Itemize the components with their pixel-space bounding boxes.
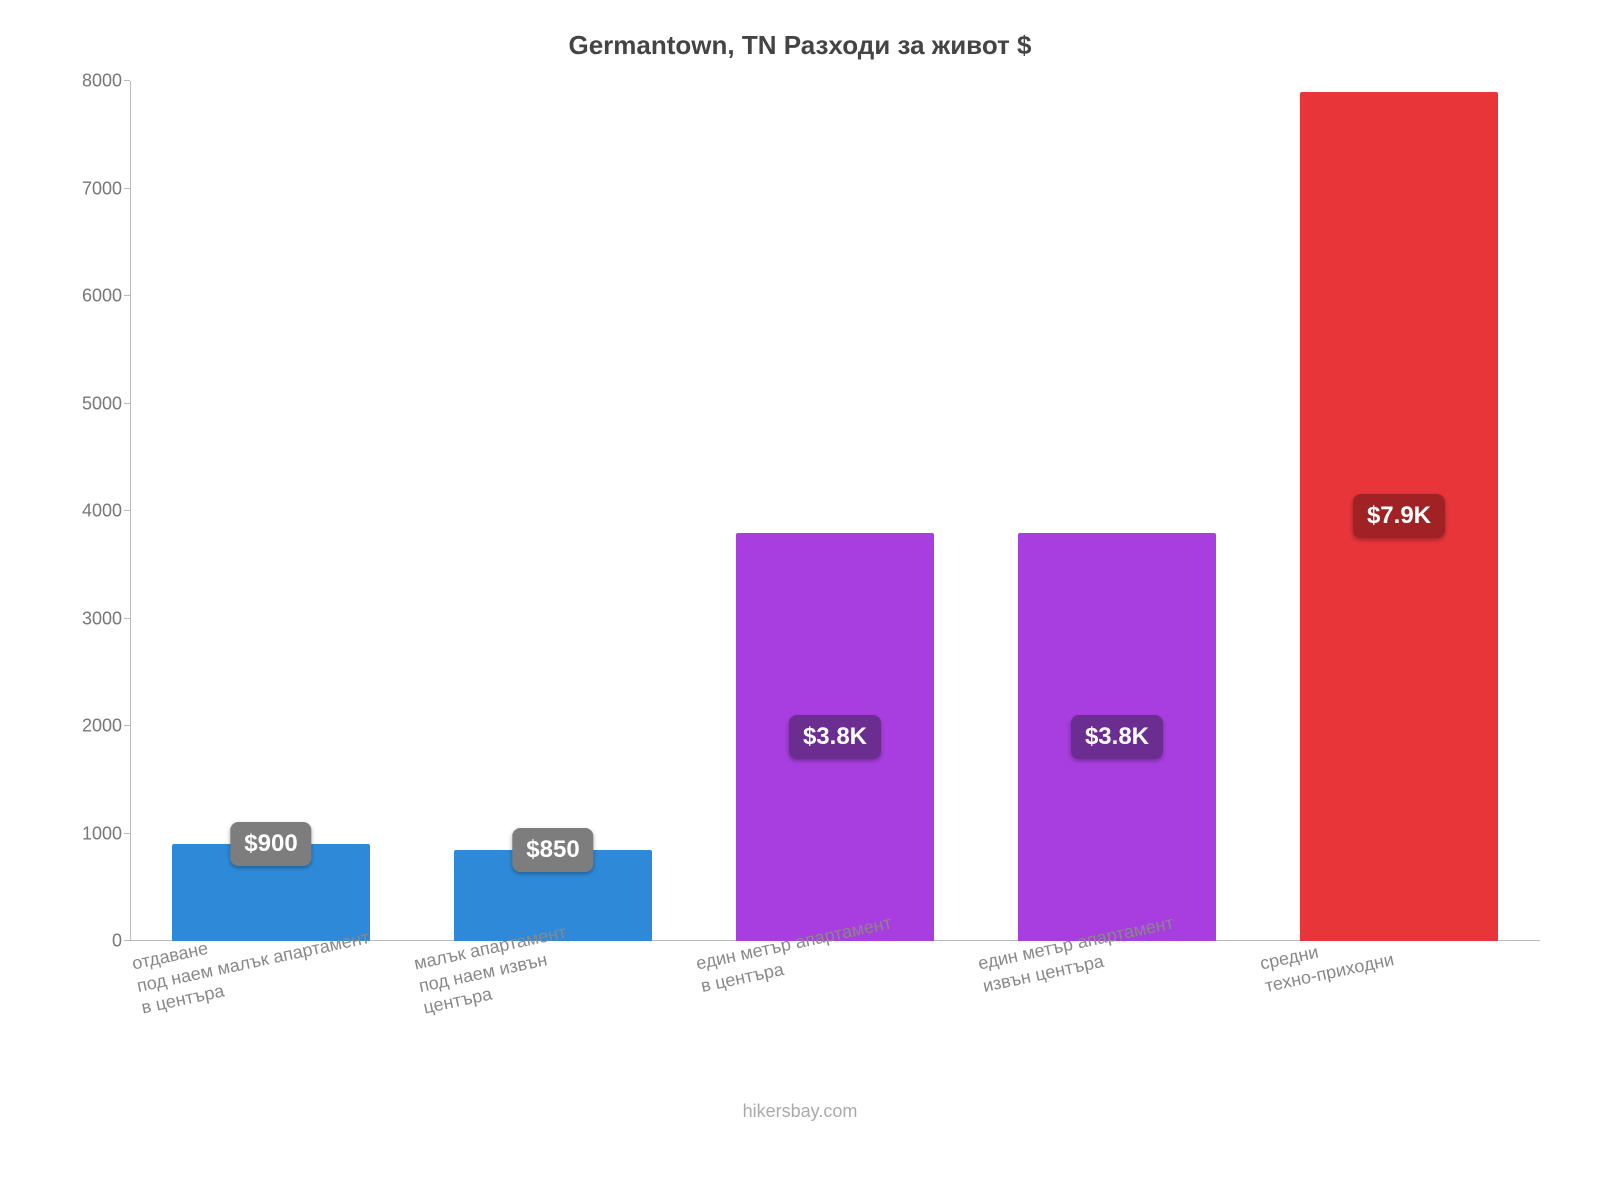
y-tick-mark (124, 940, 130, 941)
x-label-slot: отдаване под наем малък апартамент в цен… (130, 947, 412, 1097)
y-tick-mark (124, 725, 130, 726)
y-tick-label: 0 (62, 931, 122, 952)
bar: $7.9K (1300, 92, 1497, 941)
bar-value-label: $3.8K (1071, 715, 1163, 759)
y-tick-mark (124, 833, 130, 834)
bar-value-label: $7.9K (1353, 494, 1445, 538)
x-axis-labels: отдаване под наем малък апартамент в цен… (130, 947, 1540, 1097)
x-label-slot: малък апартамент под наем извън центъра (412, 947, 694, 1097)
plot-area: 010002000300040005000600070008000 $900$8… (60, 81, 1540, 941)
y-tick-mark (124, 403, 130, 404)
y-tick-mark (124, 188, 130, 189)
bar-value-label: $3.8K (789, 715, 881, 759)
y-axis: 010002000300040005000600070008000 (60, 81, 130, 941)
chart-title: Germantown, TN Разходи за живот $ (60, 30, 1540, 61)
y-tick-label: 1000 (62, 823, 122, 844)
y-tick-label: 3000 (62, 608, 122, 629)
bar-slot: $850 (412, 81, 694, 941)
y-tick-mark (124, 295, 130, 296)
y-tick-mark (124, 618, 130, 619)
bar-slot: $7.9K (1258, 81, 1540, 941)
y-tick-label: 4000 (62, 501, 122, 522)
bar: $3.8K (736, 533, 933, 942)
bar-slot: $900 (130, 81, 412, 941)
bar-value-label: $850 (512, 828, 593, 872)
y-tick-label: 6000 (62, 286, 122, 307)
bar: $3.8K (1018, 533, 1215, 942)
attribution: hikersbay.com (60, 1101, 1540, 1122)
y-tick-mark (124, 510, 130, 511)
y-tick-label: 8000 (62, 71, 122, 92)
y-tick-label: 5000 (62, 393, 122, 414)
bar-slot: $3.8K (976, 81, 1258, 941)
x-label-slot: средни техно-приходни (1258, 947, 1540, 1097)
y-tick-label: 7000 (62, 178, 122, 199)
bar-value-label: $900 (230, 822, 311, 866)
chart-container: Germantown, TN Разходи за живот $ 0 1000 2… (60, 30, 1540, 1170)
bars-area: $900 $850 $3.8K $3.8K $7.9K (130, 81, 1540, 941)
x-label-slot: един метър апартамент извън центъра (976, 947, 1258, 1097)
y-tick-mark (124, 80, 130, 81)
y-tick-label: 2000 (62, 716, 122, 737)
x-label-slot: един метър апартамент в центъра (694, 947, 976, 1097)
bar-slot: $3.8K (694, 81, 976, 941)
